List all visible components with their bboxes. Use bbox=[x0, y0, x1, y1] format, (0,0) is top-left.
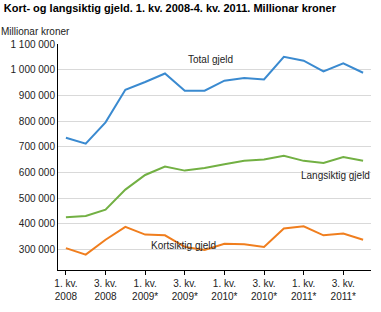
svg-text:1. kv.2011*: 1. kv.2011* bbox=[291, 278, 317, 302]
svg-text:Langsiktig gjeld: Langsiktig gjeld bbox=[301, 170, 370, 181]
svg-text:Total gjeld: Total gjeld bbox=[188, 54, 233, 65]
svg-text:Kortsiktig gjeld: Kortsiktig gjeld bbox=[151, 240, 216, 251]
svg-text:1. kv.2009*: 1. kv.2009* bbox=[132, 278, 158, 302]
svg-text:700 000: 700 000 bbox=[19, 141, 56, 152]
svg-text:Kort- og langsiktig gjeld. 1.: Kort- og langsiktig gjeld. 1. kv. 2008-4… bbox=[4, 2, 337, 14]
svg-text:500 000: 500 000 bbox=[19, 193, 56, 204]
svg-text:1 000 000: 1 000 000 bbox=[11, 64, 56, 75]
svg-text:400 000: 400 000 bbox=[19, 218, 56, 229]
svg-text:600 000: 600 000 bbox=[19, 167, 56, 178]
svg-text:300 000: 300 000 bbox=[19, 244, 56, 255]
svg-text:3. kv.2010*: 3. kv.2010* bbox=[251, 278, 277, 302]
svg-text:800 000: 800 000 bbox=[19, 116, 56, 127]
svg-text:3. kv.2009*: 3. kv.2009* bbox=[172, 278, 198, 302]
svg-text:1. kv.2010*: 1. kv.2010* bbox=[211, 278, 237, 302]
svg-text:3. kv.2008: 3. kv.2008 bbox=[94, 278, 117, 302]
svg-text:Millionar kroner: Millionar kroner bbox=[1, 26, 70, 37]
svg-text:900 000: 900 000 bbox=[19, 90, 56, 101]
svg-text:1. kv.2008: 1. kv.2008 bbox=[54, 278, 77, 302]
svg-text:3. kv.2011*: 3. kv.2011* bbox=[331, 278, 357, 302]
svg-text:1 100 000: 1 100 000 bbox=[11, 39, 56, 50]
